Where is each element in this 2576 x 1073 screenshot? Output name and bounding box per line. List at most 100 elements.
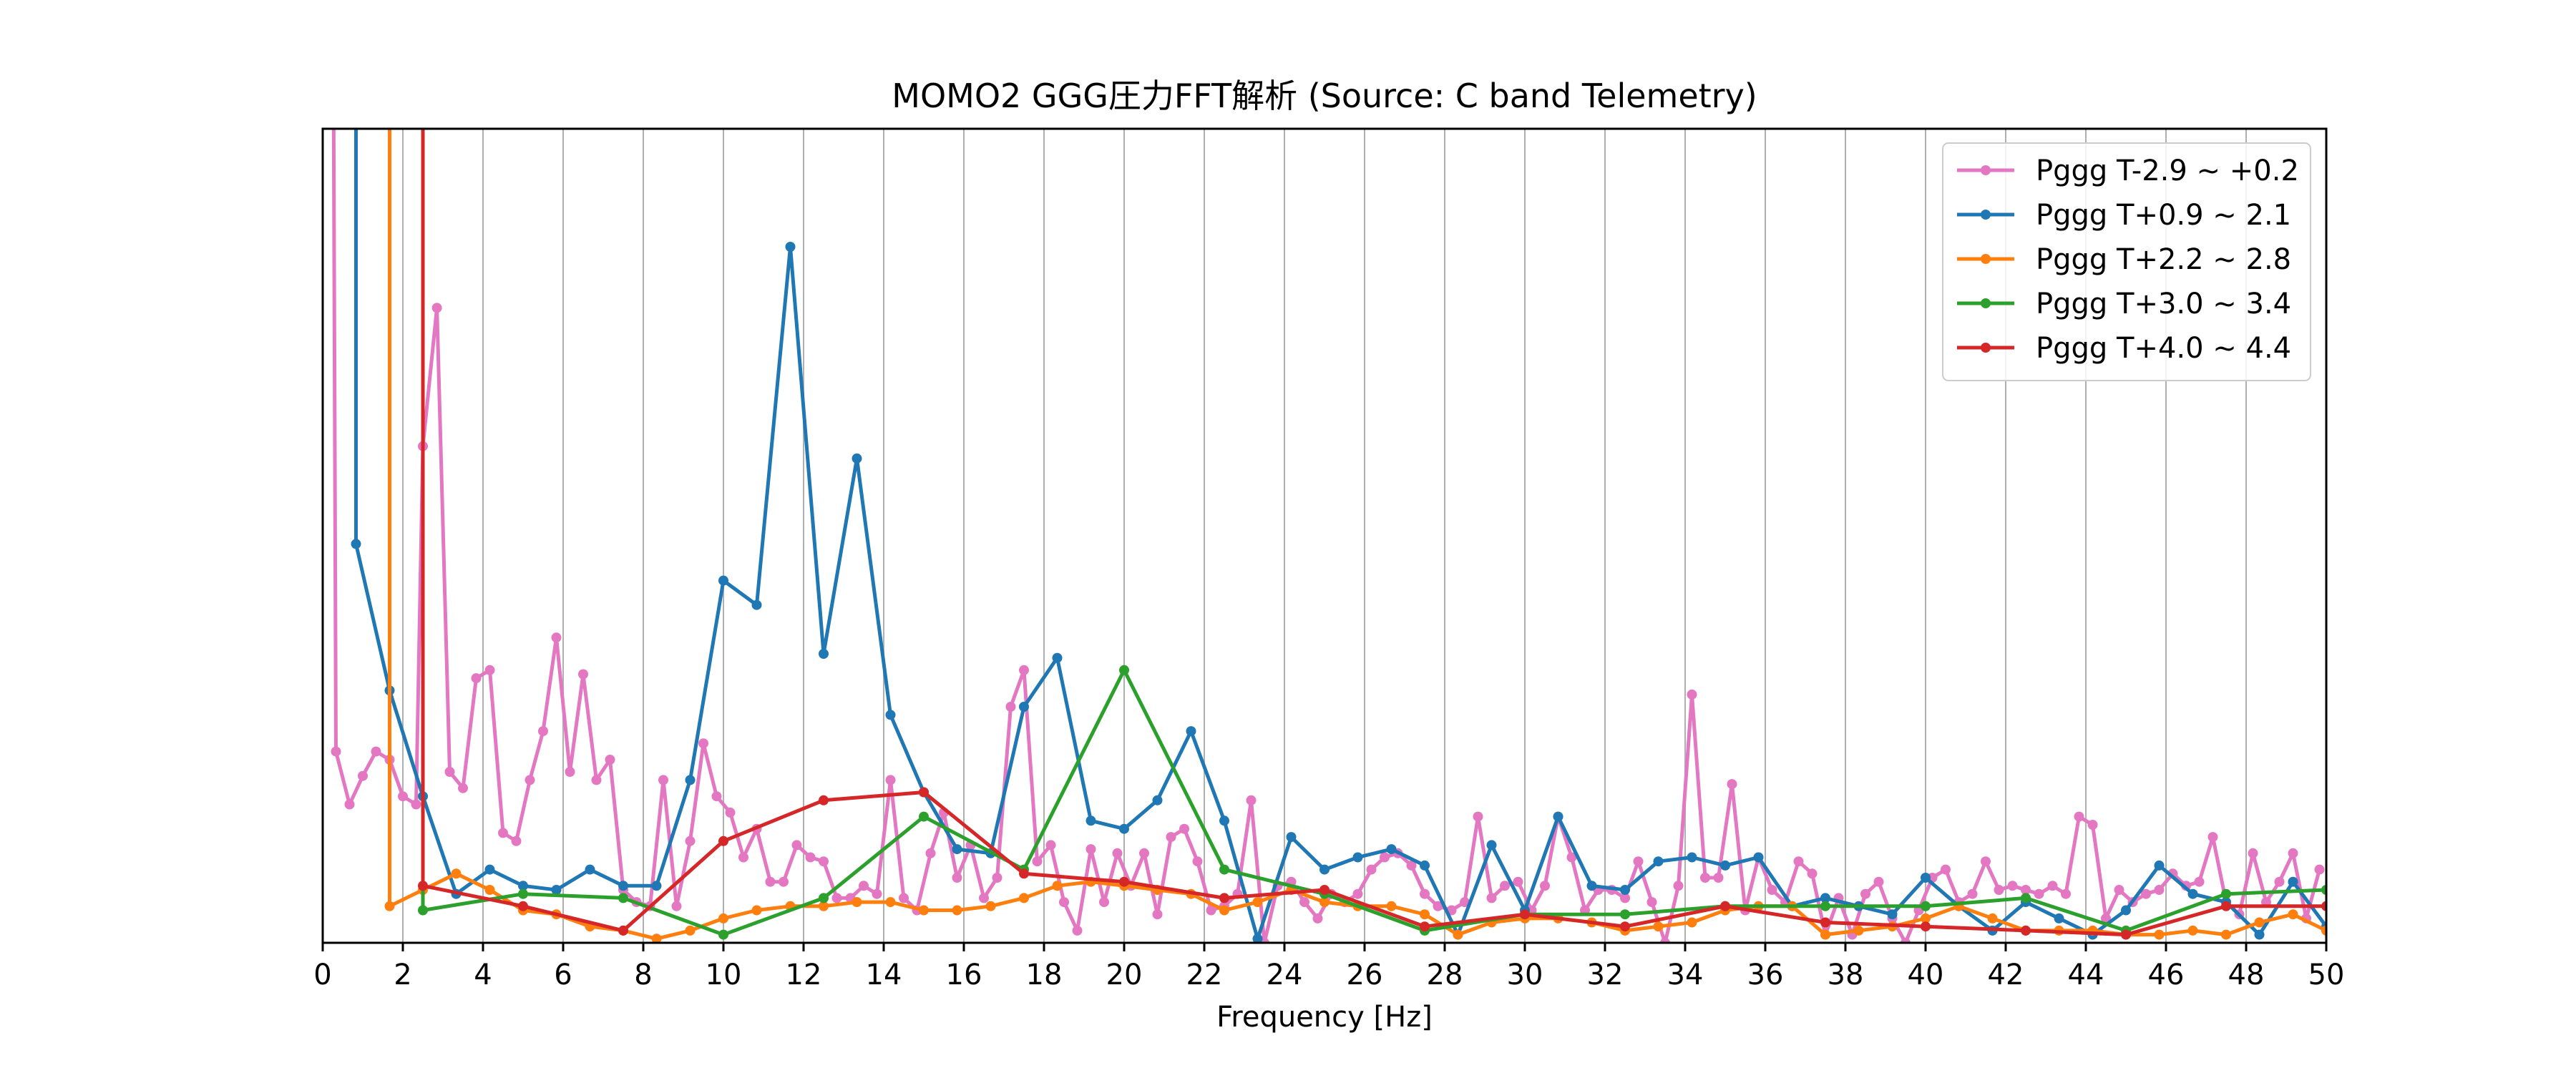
data-point (718, 836, 728, 846)
data-point (1687, 689, 1697, 700)
data-point (785, 242, 796, 252)
data-point (685, 775, 696, 785)
data-point (651, 881, 662, 891)
data-point (411, 799, 421, 810)
data-point (1620, 893, 1630, 903)
data-point (1420, 921, 1430, 932)
series-3 (418, 129, 2326, 940)
data-point (1139, 848, 1149, 858)
data-point (1887, 909, 1898, 920)
data-point (471, 673, 482, 684)
x-tick-label: 16 (946, 959, 982, 991)
data-point (1793, 856, 1804, 867)
data-point (1633, 856, 1644, 867)
data-point (1072, 925, 1083, 936)
data-point (718, 929, 728, 940)
data-point (1152, 795, 1163, 805)
data-point (872, 888, 882, 899)
data-point (1019, 665, 1029, 675)
data-point (685, 836, 696, 846)
x-axis: 0 2 4 6 8 10 12 14 16 18 20 22 24 26 28 30 32 34 36 38 40 42 4… (313, 943, 2344, 991)
data-point (2314, 864, 2325, 875)
data-point (484, 864, 495, 875)
data-point (2207, 832, 2218, 843)
legend-label: Pggg T+4.0 ~ 4.4 (2036, 332, 2291, 365)
x-tick-label: 12 (786, 959, 822, 991)
data-point (1620, 921, 1630, 932)
data-point (331, 746, 341, 757)
data-point (1019, 702, 1029, 712)
data-point (1553, 811, 1563, 822)
data-point (578, 669, 588, 680)
legend-marker (1981, 343, 1991, 353)
data-point (765, 876, 776, 887)
data-point (2274, 876, 2285, 887)
x-axis-label: Frequency [Hz] (1216, 1001, 1433, 1034)
data-point (1366, 864, 1377, 875)
data-point (952, 844, 962, 855)
data-point (1052, 881, 1063, 891)
data-point (444, 767, 455, 777)
data-point (2154, 885, 2165, 895)
data-point (565, 767, 575, 777)
data-point (1252, 934, 1263, 943)
legend-label: Pggg T+0.9 ~ 2.1 (2036, 199, 2291, 232)
data-point (1019, 868, 1029, 879)
data-point (1299, 897, 1309, 908)
data-point (618, 925, 628, 936)
x-tick-label: 50 (2308, 959, 2345, 991)
x-tick-label: 34 (1667, 959, 1704, 991)
data-point (518, 901, 528, 911)
data-point (1386, 844, 1397, 855)
data-point (805, 852, 816, 863)
data-point (1720, 901, 1730, 911)
data-point (2288, 876, 2298, 887)
data-point (819, 901, 829, 911)
data-point (1513, 876, 1523, 887)
data-point (2034, 888, 2044, 899)
data-point (1059, 897, 1069, 908)
data-point (511, 836, 522, 846)
data-point (538, 726, 548, 737)
data-point (2288, 848, 2298, 858)
data-point (2074, 811, 2084, 822)
data-point (418, 881, 428, 891)
data-point (1486, 840, 1497, 851)
data-point (1853, 925, 1864, 936)
legend-label: Pggg T+2.2 ~ 2.8 (2036, 243, 2291, 276)
series-group (331, 129, 2326, 943)
data-point (1520, 909, 1530, 920)
data-point (1319, 885, 1330, 895)
data-point (952, 905, 962, 916)
data-point (2047, 881, 2058, 891)
data-point (585, 864, 595, 875)
data-point (1085, 844, 1096, 855)
data-point (1045, 840, 1056, 851)
data-point (1820, 929, 1830, 940)
data-point (1032, 856, 1043, 867)
data-point (1252, 897, 1263, 908)
data-point (985, 901, 996, 911)
grid-lines (402, 129, 2247, 943)
data-point (1767, 885, 1777, 895)
data-point (1192, 856, 1203, 867)
legend-marker (1981, 210, 1991, 220)
data-point (1687, 917, 1697, 928)
legend: Pggg T-2.9 ~ +0.2 Pggg T+0.9 ~ 2.1 Pggg T+… (1942, 142, 2311, 381)
data-point (2321, 901, 2326, 911)
data-point (791, 840, 802, 851)
data-point (2154, 860, 2165, 871)
series-line-4 (421, 129, 2326, 937)
data-point (1420, 888, 1430, 899)
legend-box (1942, 142, 2311, 381)
data-point (852, 897, 862, 908)
data-point (1005, 702, 1016, 712)
x-tick-label: 30 (1507, 959, 1543, 991)
data-point (371, 746, 381, 757)
data-point (1352, 888, 1363, 899)
series-line-3 (421, 129, 2326, 937)
series-line-2 (388, 129, 2326, 941)
data-point (1286, 832, 1297, 843)
data-point (2321, 925, 2326, 936)
